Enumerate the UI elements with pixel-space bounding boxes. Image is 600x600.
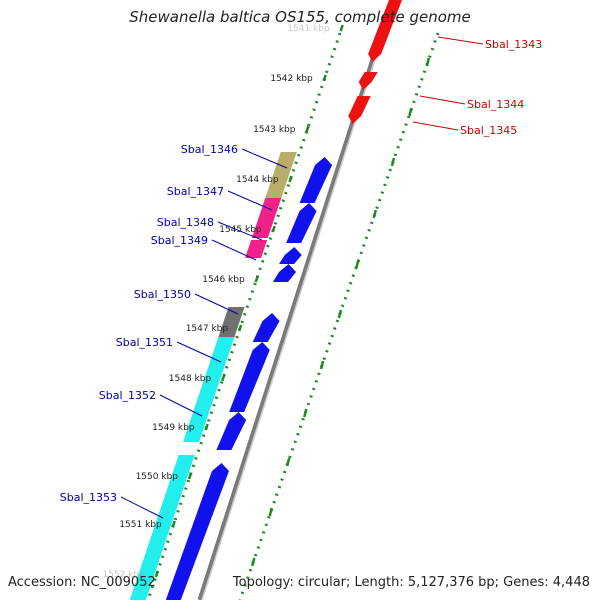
map-title: Shewanella baltica OS155, complete genom… (129, 8, 471, 26)
gc-tick-mark (303, 408, 308, 418)
gc-tick-mark (285, 457, 291, 467)
kbp-tick-mark (187, 472, 193, 480)
leader-line (241, 148, 288, 169)
gc-tick-mark (337, 309, 343, 319)
leader-line (176, 341, 222, 363)
gene-name: Sbal_1350 (134, 288, 191, 301)
kbp-label: 1544 kbp (236, 175, 279, 185)
gene-label-sbal_1346: Sbal_1346 (181, 143, 288, 169)
kbp-tick-mark (204, 423, 209, 431)
gene-labels: Sbal_1343 Sbal_1344 Sbal_1345 Sbal_1346 Sbal… (60, 36, 542, 519)
cog-block-magenta (251, 198, 282, 238)
cog-block-magenta (245, 240, 268, 258)
kbp-label: 1549 kbp (152, 423, 195, 433)
cog-block-cyan (183, 337, 235, 442)
kbp-tick-mark (271, 225, 276, 233)
kbp-tick-mark (220, 374, 226, 382)
backbone-line (197, 0, 395, 600)
gene-arrow-sbal_1344 (358, 72, 378, 90)
gene-label-sbal_1348: Sbal_1348 (157, 216, 263, 241)
gene-name: Sbal_1346 (181, 143, 238, 156)
gene-label-sbal_1350: Sbal_1350 (134, 288, 239, 315)
gc-tick-mark (319, 360, 325, 370)
gene-arrow-sbal_1347 (286, 203, 317, 243)
gene-arrow-sbal_1349 (272, 264, 297, 282)
kbp-tick-mark (305, 125, 310, 133)
kbp-tick-mark (171, 520, 176, 528)
leader-line (437, 36, 484, 45)
gene-label-sbal_1349: Sbal_1349 (151, 234, 257, 261)
gene-arrow-sbal_1353 (165, 463, 229, 600)
gene-label-sbal_1351: Sbal_1351 (116, 336, 222, 363)
accession-label: Accession: NC_009052 (8, 575, 156, 590)
leader-line (159, 394, 203, 417)
kbp-label: 1541 kbp (287, 24, 330, 34)
gene-arrow-sbal_1346 (299, 157, 333, 203)
gc-dotted-track-1 (146, 32, 342, 600)
cog-track (129, 152, 297, 600)
kbp-label: 1545 kbp (219, 225, 262, 235)
kbp-label: 1542 kbp (270, 74, 313, 84)
leader-line (412, 121, 459, 131)
gene-track (165, 0, 402, 600)
gene-label-sbal_1344: Sbal_1344 (419, 95, 524, 111)
leader-line (227, 190, 273, 211)
gene-label-sbal_1347: Sbal_1347 (167, 185, 273, 211)
leader-line (217, 221, 263, 241)
kbp-ruler: 1541 kbp 1542 kbp 1543 kbp 1544 kbp 1545 kbp… (102, 24, 330, 580)
gc-tick-tracks (146, 24, 440, 600)
gc-tick-mark (268, 507, 273, 517)
kbp-label: 1552 kbp (102, 570, 145, 580)
leader-line (419, 95, 466, 105)
gc-tick-mark (372, 209, 378, 219)
gc-tick-mark (408, 107, 413, 117)
gene-name: Sbal_1344 (467, 98, 524, 111)
gene-name: Sbal_1353 (60, 491, 117, 504)
kbp-label: 1547 kbp (186, 324, 229, 334)
gene-name: Sbal_1345 (460, 124, 517, 137)
kbp-label: 1550 kbp (136, 472, 179, 482)
gene-label-sbal_1352: Sbal_1352 (99, 389, 203, 417)
gene-arrow-sbal_1345 (348, 96, 371, 124)
gene-arrow-sbal_1352 (216, 412, 247, 450)
leader-line (211, 239, 257, 261)
cog-block-cyan (129, 455, 195, 600)
gene-name: Sbal_1351 (116, 336, 173, 349)
kbp-tick-mark (339, 24, 344, 32)
gene-name: Sbal_1349 (151, 234, 208, 247)
gc-tick-mark (251, 557, 256, 567)
gene-arrow-sbal_1351 (229, 342, 270, 412)
kbp-tick-mark (288, 175, 293, 183)
cog-block-tan (265, 152, 297, 198)
gene-name: Sbal_1348 (157, 216, 214, 229)
gene-name: Sbal_1343 (485, 38, 542, 51)
gene-label-sbal_1345: Sbal_1345 (412, 121, 517, 137)
gene-label-sbal_1343: Sbal_1343 (437, 36, 542, 51)
gene-name: Sbal_1347 (167, 185, 224, 198)
gene-arrow-sbal_1350 (252, 313, 280, 342)
gc-tick-mark (425, 57, 431, 67)
kbp-tick-mark (254, 275, 259, 283)
kbp-label: 1543 kbp (253, 125, 296, 135)
backbone-highlight (201, 0, 395, 600)
gene-name: Sbal_1352 (99, 389, 156, 402)
gc-tick-mark (355, 259, 360, 269)
gene-arrow-sbal_1348 (279, 247, 302, 264)
genome-backbone (197, 0, 395, 600)
gene-arrow-sbal_1343 (368, 0, 402, 62)
kbp-tick-mark (154, 570, 159, 578)
gene-label-sbal_1353: Sbal_1353 (60, 491, 164, 519)
cog-block-gray (218, 307, 245, 337)
kbp-tick-mark (322, 74, 327, 82)
kbp-label: 1548 kbp (169, 374, 212, 384)
kbp-label: 1546 kbp (202, 275, 245, 285)
genome-summary: Topology: circular; Length: 5,127,376 bp… (232, 575, 590, 590)
kbp-label: 1551 kbp (119, 520, 162, 530)
leader-line (194, 293, 239, 315)
leader-line (120, 496, 164, 519)
kbp-tick-mark (237, 324, 243, 332)
gc-tick-mark (390, 157, 396, 167)
